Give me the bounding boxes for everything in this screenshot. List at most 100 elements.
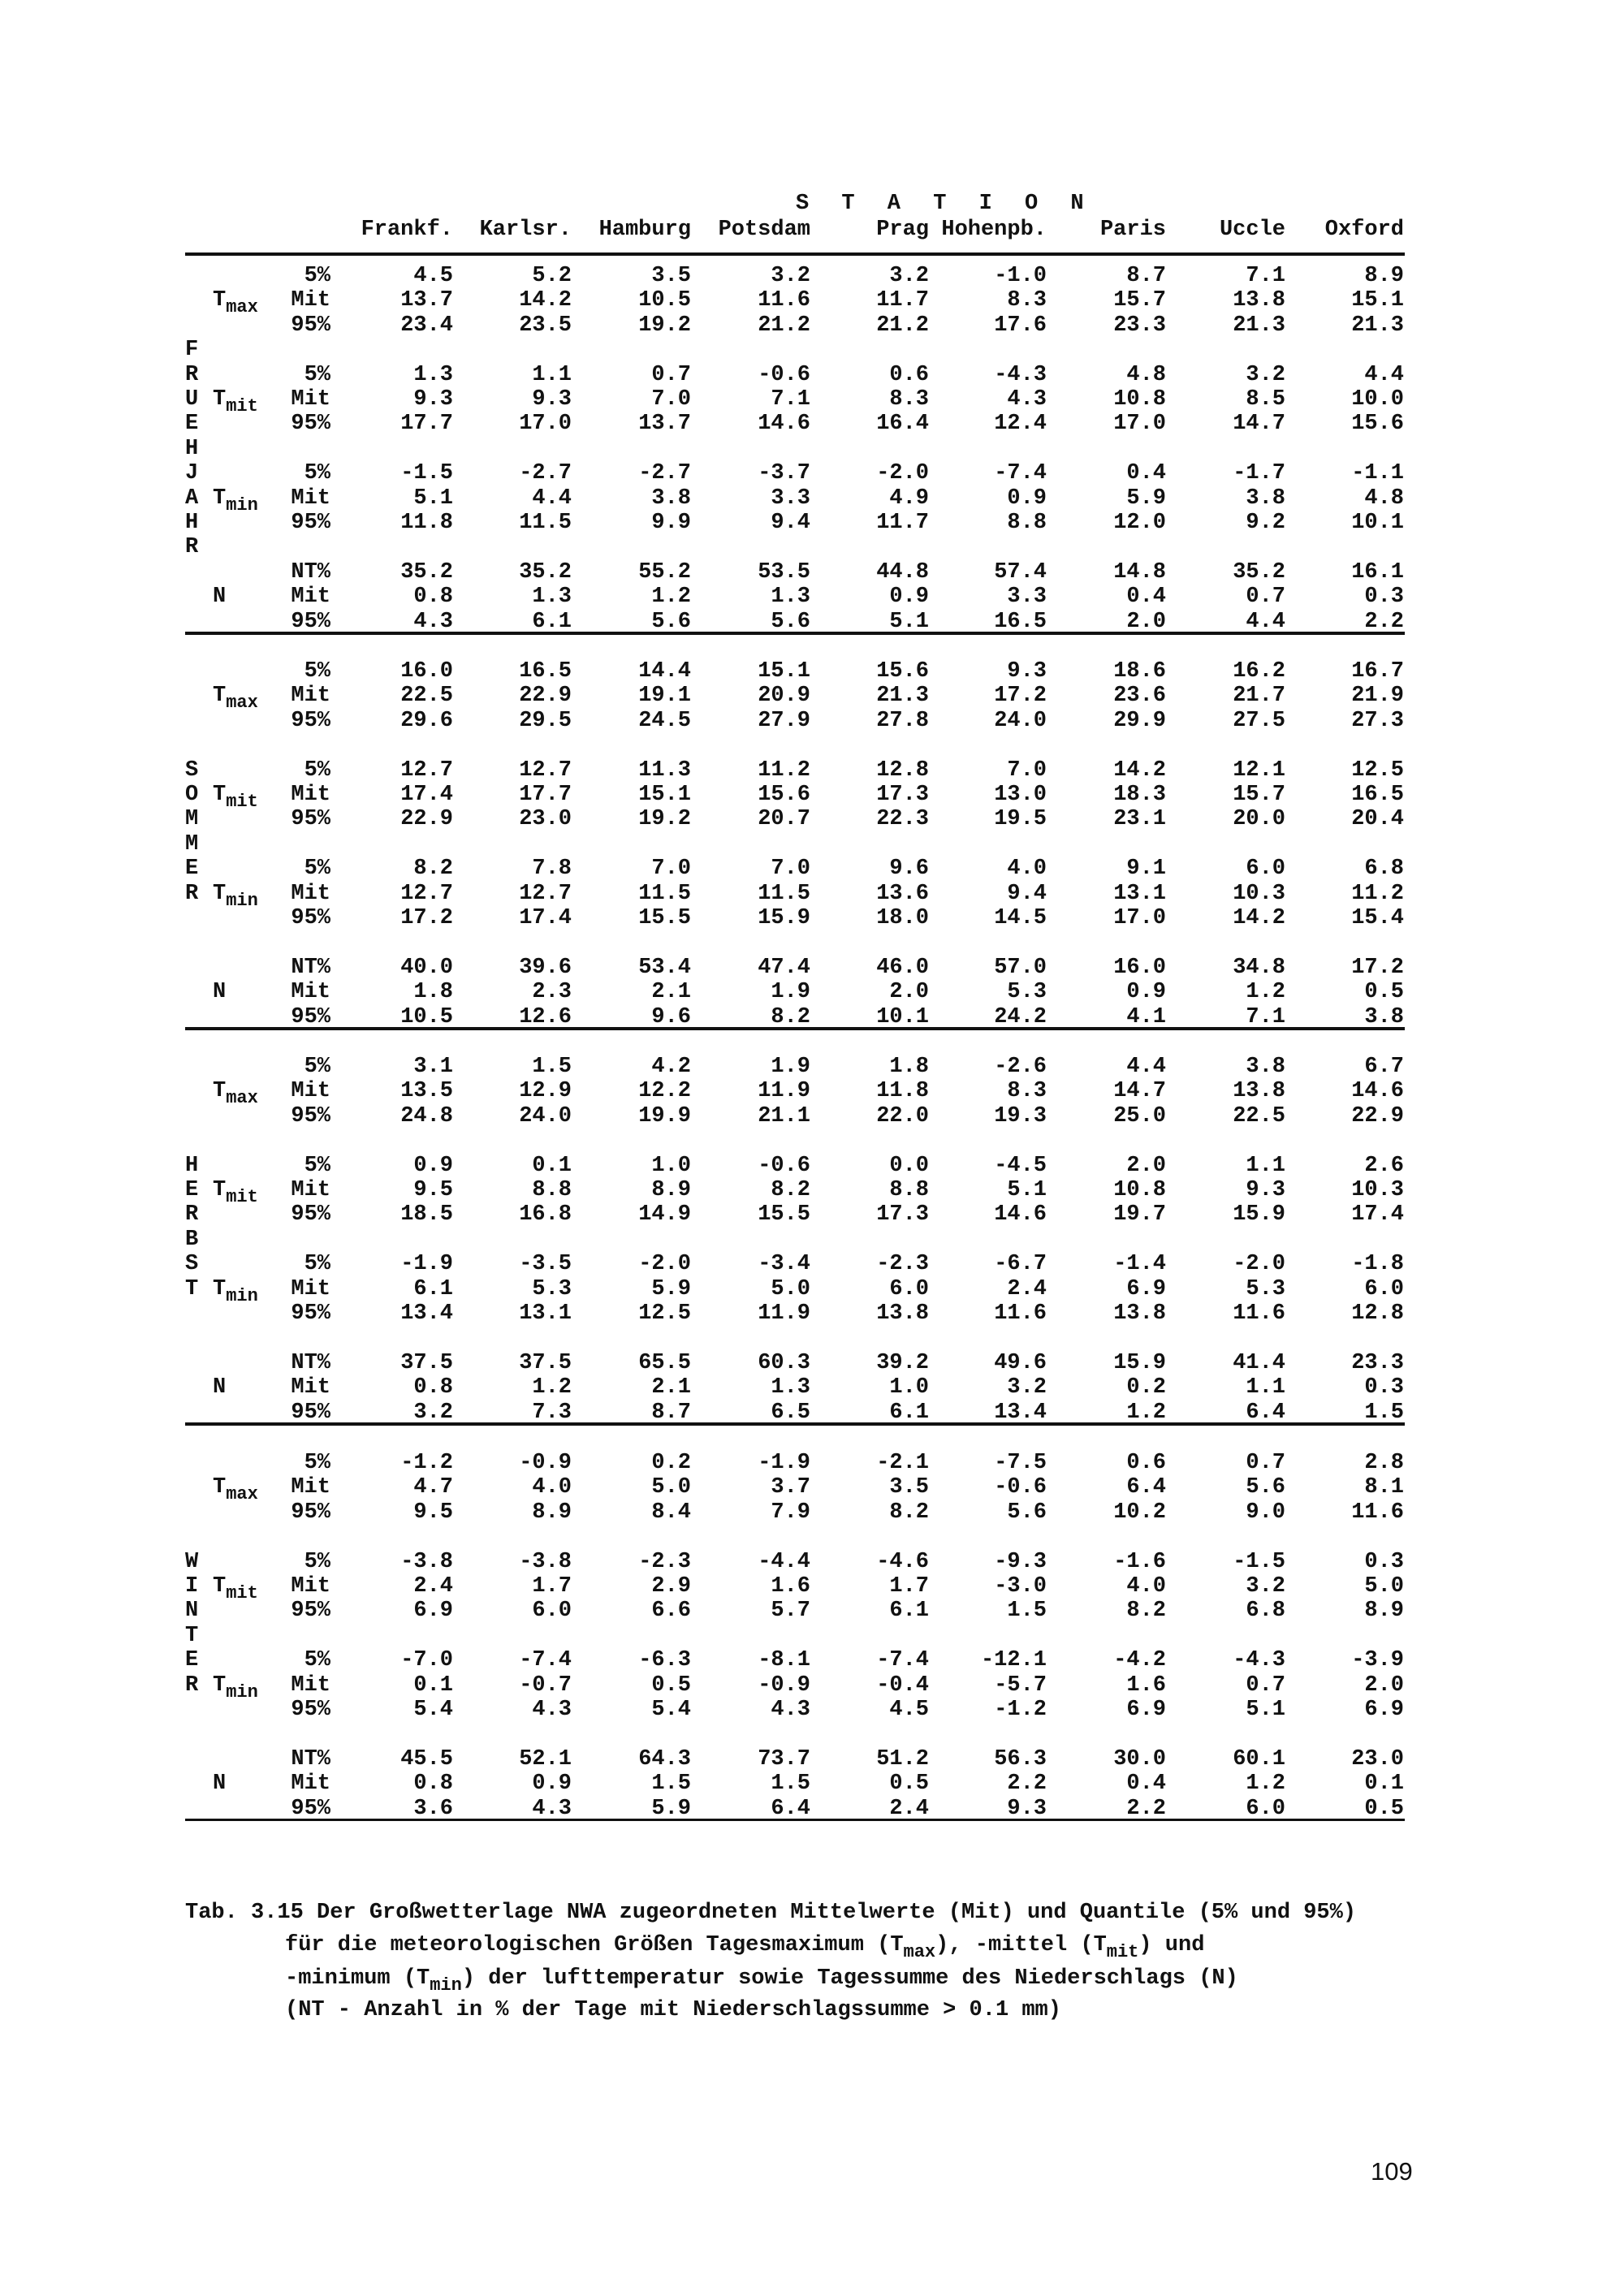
table-cell: 0.2	[1126, 1375, 1166, 1400]
table-cell: 3.2	[1246, 362, 1285, 387]
table-cell: 6.1	[889, 1400, 929, 1425]
stat-label: Mit	[291, 1375, 330, 1400]
table-cell: 15.5	[758, 1202, 810, 1228]
table-cell: 1.6	[771, 1574, 810, 1599]
table-cell: 6.8	[1364, 857, 1404, 882]
table-cell: 2.0	[1364, 1672, 1404, 1698]
table-cell: 15.7	[1233, 783, 1285, 807]
table-cell: 13.8	[1113, 1301, 1166, 1326]
table-cell: 17.4	[1351, 1202, 1404, 1228]
table-cell: 23.3	[1113, 313, 1166, 338]
table-cell: 29.5	[519, 708, 572, 733]
table-cell: 23.4	[400, 313, 453, 338]
stat-label: Mit	[291, 783, 330, 807]
stat-label: Mit	[291, 980, 330, 1005]
table-cell: -2.3	[638, 1549, 691, 1574]
table-cell: 13.7	[638, 412, 691, 437]
table-cell: 0.3	[1364, 585, 1404, 610]
table-cell: 21.7	[1233, 684, 1285, 709]
table-cell: 0.8	[413, 1375, 453, 1400]
variable-symbol: N	[213, 1772, 227, 1797]
table-cell: 9.3	[532, 387, 572, 412]
table-cell: 1.5	[771, 1772, 810, 1797]
table-cell: -1.1	[1351, 461, 1404, 486]
table-cell: 10.0	[1351, 387, 1404, 412]
table-cell: 8.8	[889, 1178, 929, 1202]
table-cell: 0.9	[1007, 486, 1047, 511]
variable-symbol: T	[213, 1178, 227, 1202]
table-cell: 10.1	[1351, 511, 1404, 535]
table-cell: 4.5	[889, 1698, 929, 1722]
table-cell: 0.9	[413, 1153, 453, 1178]
caption-subscript: min	[430, 1975, 462, 1996]
table-cell: 7.1	[771, 387, 810, 412]
variable-symbol: T	[213, 486, 227, 511]
table-cell: 3.6	[413, 1796, 453, 1821]
table-cell: 15.1	[758, 659, 810, 684]
table-cell: 2.9	[651, 1574, 691, 1599]
table-cell: 6.9	[1364, 1698, 1404, 1722]
table-cell: 4.2	[651, 1055, 691, 1079]
table-cell: 11.6	[1233, 1301, 1285, 1326]
season-letter: R	[185, 881, 199, 906]
table-cell: -0.9	[758, 1672, 810, 1698]
column-header: Frankf.	[361, 218, 453, 242]
table-cell: 15.6	[876, 659, 929, 684]
table-cell: 14.2	[519, 288, 572, 313]
table-cell: 16.0	[400, 659, 453, 684]
table-cell: 6.5	[771, 1400, 810, 1425]
table-cell: 22.0	[876, 1103, 929, 1129]
table-cell: 17.7	[400, 412, 453, 437]
table-cell: 7.9	[771, 1500, 810, 1525]
table-cell: 11.6	[758, 288, 810, 313]
table-cell: 17.7	[519, 783, 572, 807]
table-cell: 21.3	[1233, 313, 1285, 338]
table-cell: 11.6	[994, 1301, 1047, 1326]
table-cell: -1.8	[1351, 1252, 1404, 1277]
table-cell: 2.1	[651, 980, 691, 1005]
table-cell: 24.8	[400, 1103, 453, 1129]
table-cell: 14.5	[994, 906, 1047, 930]
table-cell: 14.4	[638, 659, 691, 684]
table-cell: 4.3	[532, 1796, 572, 1821]
table-cell: 15.6	[1351, 412, 1404, 437]
table-cell: 14.2	[1113, 757, 1166, 783]
season-letter: F	[185, 338, 199, 363]
table-cell: 5.1	[889, 609, 929, 634]
variable-symbol: T	[213, 783, 227, 807]
table-cell: 15.6	[758, 783, 810, 807]
table-cell: -2.0	[638, 1252, 691, 1277]
column-header: Hamburg	[598, 218, 691, 242]
station-header: S T A T I O N	[796, 192, 1094, 216]
table-cell: 73.7	[758, 1746, 810, 1772]
stat-label: NT%	[291, 955, 330, 980]
variable-label: Tmax	[213, 684, 258, 713]
table-cell: 1.0	[889, 1375, 929, 1400]
table-cell: 6.0	[889, 1276, 929, 1301]
season-letter: T	[185, 1276, 199, 1301]
table-cell: 23.3	[1351, 1350, 1404, 1375]
table-cell: 10.8	[1113, 1178, 1166, 1202]
stat-label: 5%	[304, 757, 330, 783]
table-cell: 17.3	[876, 1202, 929, 1228]
table-cell: 9.6	[889, 857, 929, 882]
stat-label: 5%	[304, 1252, 330, 1277]
stat-label: 95%	[291, 511, 330, 535]
table-cell: 23.6	[1113, 684, 1166, 709]
table-cell: 3.3	[771, 486, 810, 511]
table-cell: 6.0	[1246, 857, 1285, 882]
caption-text: ), -mittel (T	[935, 1933, 1107, 1957]
stat-label: Mit	[291, 486, 330, 511]
table-cell: 2.1	[651, 1375, 691, 1400]
table-cell: 17.2	[994, 684, 1047, 709]
table-cell: 6.1	[532, 609, 572, 634]
variable-label: Tmin	[213, 1673, 258, 1703]
table-cell: 57.4	[994, 559, 1047, 585]
table-rule	[185, 252, 1405, 256]
table-cell: -2.0	[876, 461, 929, 486]
table-cell: -1.6	[1113, 1549, 1166, 1574]
table-cell: 57.0	[994, 955, 1047, 980]
table-cell: 3.5	[651, 264, 691, 288]
table-cell: -0.6	[758, 362, 810, 387]
table-cell: 9.3	[413, 387, 453, 412]
